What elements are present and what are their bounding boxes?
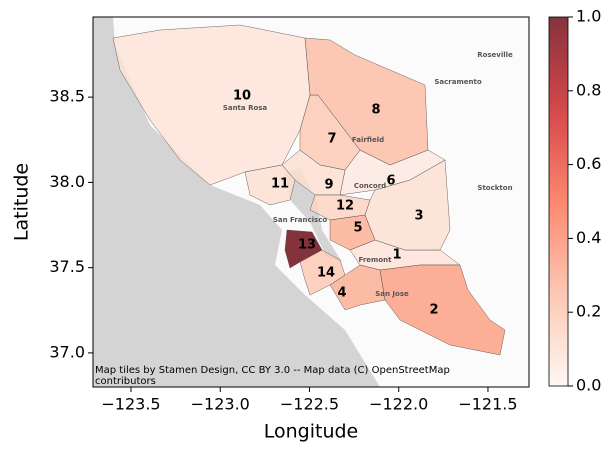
- region-label: 12: [336, 199, 354, 214]
- x-axis-label: Longitude: [264, 421, 359, 443]
- region-label: 6: [386, 174, 395, 189]
- region: [244, 164, 296, 206]
- attribution: Map tiles by Stamen Design, CC BY 3.0 --…: [95, 365, 450, 376]
- x-tick-label: −122.5: [280, 395, 339, 414]
- place-label: Concord: [354, 182, 386, 190]
- colorbar-tick-label: 0.4: [576, 228, 601, 247]
- region: [329, 264, 386, 311]
- place-label: Fairfield: [352, 136, 384, 144]
- place-label: Stockton: [477, 184, 512, 192]
- place-label: Roseville: [477, 51, 513, 59]
- region-label: 13: [298, 238, 316, 253]
- bay: [285, 168, 342, 262]
- region-label: 9: [324, 178, 333, 193]
- region-label: 8: [371, 103, 380, 118]
- region: [299, 249, 346, 296]
- place-label: San Francisco: [273, 216, 328, 224]
- y-tick-label: 38.0: [49, 172, 85, 191]
- region-label: 10: [233, 89, 251, 104]
- colorbar: [548, 16, 569, 387]
- y-tick-label: 37.0: [49, 342, 85, 361]
- y-tick-label: 38.5: [49, 87, 85, 106]
- region-label: 1: [392, 248, 401, 263]
- place-label: Santa Rosa: [223, 104, 268, 112]
- ocean: [93, 17, 380, 387]
- y-tick-label: 37.5: [49, 257, 85, 276]
- colorbar-tick-label: 0.2: [576, 302, 601, 321]
- y-axis-label: Latitude: [11, 163, 33, 241]
- colorbar-tick-label: 0.6: [576, 154, 601, 173]
- colorbar-tick-label: 0.0: [576, 376, 601, 395]
- region-label: 11: [271, 177, 289, 192]
- colorbar-tick-label: 0.8: [576, 80, 601, 99]
- regions: [112, 24, 506, 356]
- region-label: 5: [353, 221, 362, 236]
- region-label: 7: [327, 132, 336, 147]
- plot-frame: [92, 16, 530, 388]
- place-label: Sacramento: [434, 78, 481, 86]
- colorbar-tick-label: 1.0: [576, 7, 601, 26]
- x-tick-label: −121.5: [458, 395, 517, 414]
- region-label: 3: [414, 209, 423, 224]
- x-tick-label: −123.5: [101, 395, 160, 414]
- attribution: contributors: [95, 376, 156, 387]
- region: [304, 37, 429, 166]
- region-label: 2: [429, 303, 438, 318]
- x-tick-label: −123.0: [191, 395, 250, 414]
- region-label: 14: [317, 266, 335, 281]
- region-label: 4: [337, 286, 346, 301]
- place-label: San Jose: [375, 290, 409, 298]
- x-tick-label: −122.0: [369, 395, 428, 414]
- labels: 1234567891011121314RosevilleSacramentoFa…: [223, 51, 513, 318]
- region: [379, 264, 506, 356]
- place-label: Fremont: [359, 256, 393, 264]
- region: [309, 194, 371, 221]
